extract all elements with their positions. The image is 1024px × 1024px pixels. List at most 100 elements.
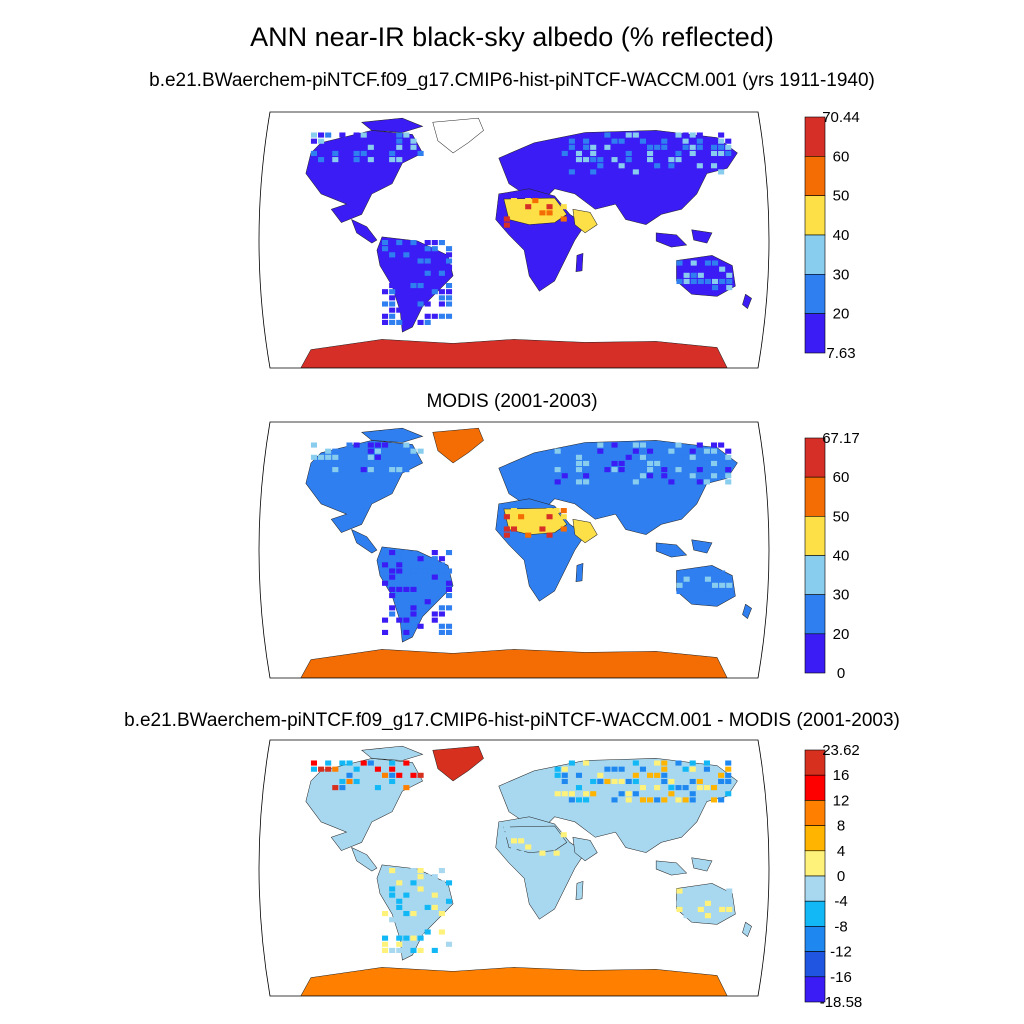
grid-cell: [718, 442, 725, 448]
grid-cell: [618, 460, 625, 467]
grid-cell: [689, 760, 696, 766]
grid-cell: [318, 157, 325, 163]
grid-cell: [382, 319, 389, 325]
grid-cell: [575, 473, 583, 479]
grid-cell: [632, 479, 639, 485]
grid-cell: [525, 832, 532, 838]
grid-cell: [560, 508, 567, 514]
grid-cell: [518, 526, 525, 532]
grid-cell: [445, 283, 453, 289]
grid-cell: [424, 270, 431, 276]
grid-cell: [568, 448, 575, 454]
grid-cell: [683, 272, 690, 278]
land-shape-eu: [655, 860, 688, 876]
grid-cell: [654, 760, 661, 766]
grid-cell: [632, 448, 639, 454]
grid-cell: [396, 252, 403, 258]
grid-cell: [575, 150, 583, 157]
grid-cell: [424, 574, 431, 580]
grid-cell: [382, 454, 389, 460]
grid-cell: [618, 157, 625, 163]
grid-cell: [318, 132, 325, 138]
grid-cell: [431, 313, 438, 319]
grid-cell: [389, 150, 396, 157]
grid-cell: [625, 791, 632, 797]
grid-cell: [639, 138, 646, 144]
grid-cell: [424, 283, 431, 289]
grid-cell: [424, 874, 431, 880]
grid-cell: [575, 467, 583, 473]
grid-cell: [718, 778, 725, 785]
colorbar-label: -12: [830, 944, 852, 961]
colorbar-label: -18.58: [820, 994, 863, 1011]
grid-cell: [332, 460, 339, 467]
grid-cell: [445, 586, 453, 592]
grid-cell: [382, 556, 389, 562]
grid-cell: [389, 586, 396, 592]
grid-cell: [417, 935, 424, 941]
grid-cell: [590, 157, 597, 163]
grid-cell: [403, 935, 410, 941]
land-shape-na: [351, 219, 378, 244]
grid-cell: [445, 295, 453, 301]
grid-cell: [424, 599, 431, 605]
grid-cell: [661, 138, 668, 144]
colorbar-label: 7.63: [826, 345, 855, 362]
colorbar-label: 0: [837, 665, 845, 682]
grid-cell: [676, 582, 683, 588]
grid-cell: [696, 479, 703, 485]
grid-cell: [382, 935, 389, 941]
grid-cell: [389, 574, 396, 580]
land-shape-eu: [691, 539, 713, 554]
grid-cell: [683, 278, 690, 285]
grid-cell: [445, 629, 453, 635]
grid-cell: [424, 929, 431, 935]
grid-cell: [704, 260, 711, 266]
grid-cell: [503, 526, 510, 532]
grid-cell: [396, 586, 403, 592]
grid-cell: [503, 850, 510, 856]
grid-cell: [676, 906, 683, 913]
grid-cell: [417, 283, 424, 289]
grid-cell: [682, 132, 689, 138]
grid-cell: [403, 252, 410, 258]
land-shape-na: [351, 529, 378, 554]
grid-cell: [510, 514, 518, 520]
grid-cell: [703, 766, 710, 772]
colorbar-label: 23.62: [822, 742, 860, 759]
grid-cell: [339, 138, 346, 144]
land-shape-gl: [432, 427, 484, 464]
grid-cell: [676, 260, 683, 266]
grid-cell: [583, 797, 590, 803]
land-shape-na: [361, 745, 424, 761]
grid-cell: [360, 460, 367, 467]
grid-cell: [410, 868, 417, 874]
grid-cell: [575, 785, 583, 791]
grid-cell: [712, 582, 719, 588]
colorbar-label: 60: [833, 469, 850, 486]
grid-cell: [374, 442, 381, 448]
grid-cell: [703, 473, 710, 479]
grid-cell: [696, 454, 703, 460]
colorbar-swatch: [804, 875, 826, 902]
colorbar-label: 12: [833, 792, 850, 809]
grid-cell: [668, 791, 675, 797]
grid-cell: [661, 778, 668, 785]
grid-cell: [417, 874, 424, 880]
grid-cell: [532, 210, 539, 216]
grid-cell: [590, 467, 597, 473]
grid-cell: [445, 941, 453, 947]
grid-cell: [568, 460, 575, 467]
grid-cell: [704, 576, 711, 582]
grid-cell: [410, 611, 417, 617]
land-shape-au: [742, 293, 752, 310]
grid-cell: [318, 454, 325, 460]
grid-cell: [518, 838, 525, 844]
land-shape-na: [361, 117, 424, 133]
grid-cell: [424, 313, 431, 319]
grid-cell: [396, 898, 403, 904]
grid-cell: [445, 550, 453, 556]
grid-cell: [639, 797, 646, 803]
grid-cell: [689, 791, 696, 797]
grid-cell: [410, 898, 417, 904]
